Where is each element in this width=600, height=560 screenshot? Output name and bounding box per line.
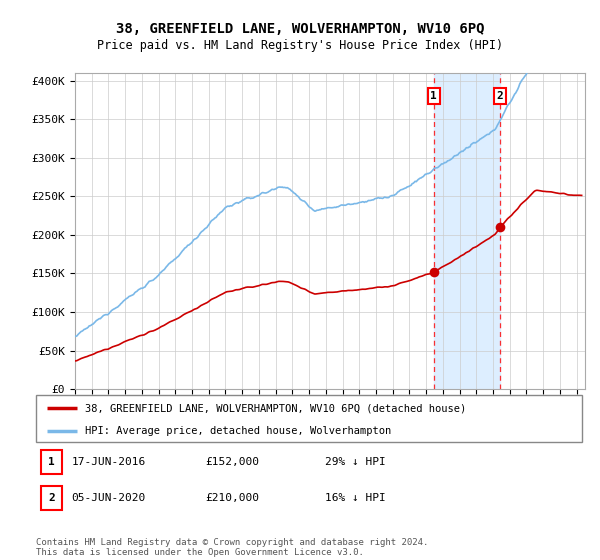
Bar [434,73,500,389]
Text: 16% ↓ HPI: 16% ↓ HPI [325,493,386,503]
Text: 38, GREENFIELD LANE, WOLVERHAMPTON, WV10 6PQ: 38, GREENFIELD LANE, WOLVERHAMPTON, WV10… [116,22,484,36]
Text: £210,000: £210,000 [205,493,259,503]
Text: 2: 2 [497,91,503,101]
Bar [41,486,62,511]
Text: 38, GREENFIELD LANE, WOLVERHAMPTON, WV10 6PQ (detached house): 38, GREENFIELD LANE, WOLVERHAMPTON, WV10… [85,403,466,413]
Text: 1: 1 [430,91,437,101]
Text: 2: 2 [49,493,55,503]
Text: 1: 1 [49,457,55,467]
Text: Price paid vs. HM Land Registry's House Price Index (HPI): Price paid vs. HM Land Registry's House … [97,39,503,52]
Text: £152,000: £152,000 [205,457,259,467]
Text: Contains HM Land Registry data © Crown copyright and database right 2024.
This d: Contains HM Land Registry data © Crown c… [36,538,428,557]
Text: 05-JUN-2020: 05-JUN-2020 [71,493,146,503]
Bar [41,450,62,474]
Text: HPI: Average price, detached house, Wolverhampton: HPI: Average price, detached house, Wolv… [85,426,391,436]
Text: 17-JUN-2016: 17-JUN-2016 [71,457,146,467]
Text: 29% ↓ HPI: 29% ↓ HPI [325,457,386,467]
